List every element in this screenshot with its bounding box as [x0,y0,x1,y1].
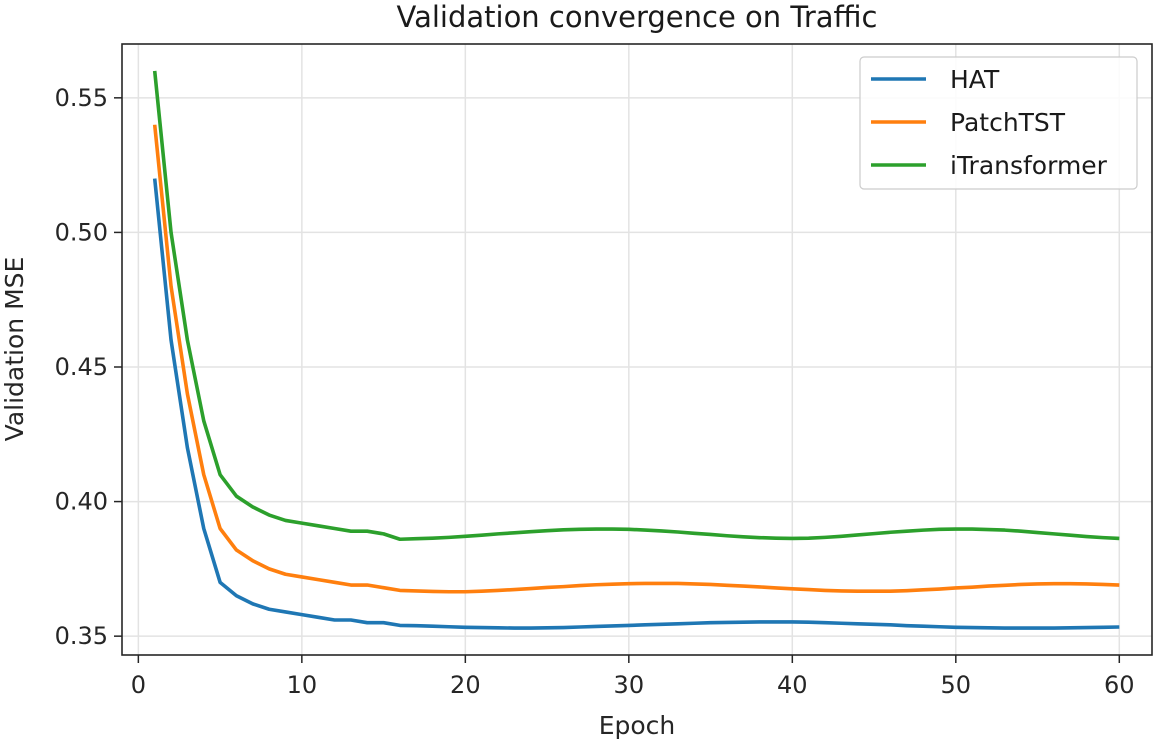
x-tick-label: 60 [1104,671,1135,699]
x-tick-label: 30 [614,671,645,699]
y-axis: 0.35 0.40 0.45 0.50 0.55 [55,84,122,650]
legend-label: PatchTST [950,108,1066,137]
series-line-hat [152,178,1120,630]
plot-frame [121,43,1153,656]
x-tick-label: 0 [131,671,146,699]
series-layer [152,70,1120,630]
chart-title: Validation convergence on Traffic [396,0,877,34]
x-axis: 0 10 20 30 40 50 60 [131,655,1135,699]
x-axis-label: Epoch [599,711,676,740]
y-tick-label: 0.40 [55,488,108,516]
legend-label: HAT [950,65,1000,94]
series-line-patchtst [152,124,1120,594]
legend: HAT PatchTST iTransformer [859,56,1138,190]
y-axis-label: Validation MSE [0,257,29,442]
y-tick-label: 0.50 [55,218,108,246]
y-tick-label: 0.45 [55,353,108,381]
x-tick-label: 10 [287,671,318,699]
legend-label: iTransformer [950,151,1108,180]
y-tick-label: 0.35 [55,622,108,650]
x-tick-label: 50 [941,671,972,699]
series-line-itransformer [152,70,1120,542]
y-tick-label: 0.55 [55,84,108,112]
x-tick-label: 40 [777,671,808,699]
x-tick-label: 20 [450,671,481,699]
legend-box [859,56,1138,190]
